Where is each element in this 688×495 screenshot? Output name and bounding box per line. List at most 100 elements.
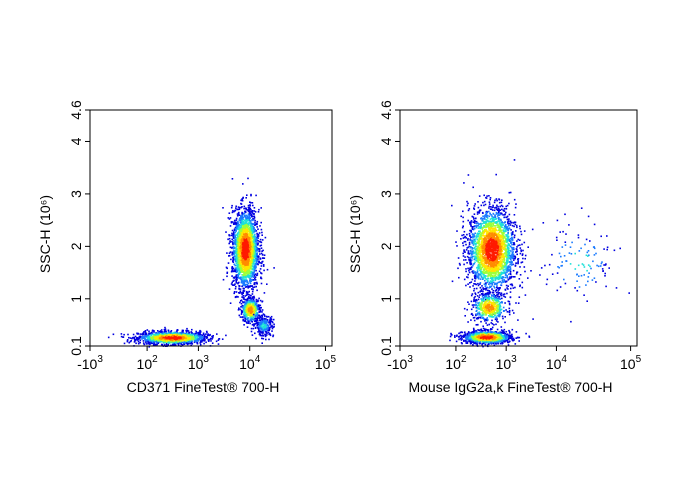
density-dot [253,309,255,311]
density-dot [168,344,170,346]
density-dot [153,344,155,346]
density-dot [258,248,260,250]
density-dot [267,269,269,271]
density-dot [239,252,241,254]
density-dot [236,219,238,221]
density-dot [236,291,238,293]
density-dot [252,334,254,336]
density-dot [232,212,234,214]
density-dot [263,338,265,340]
density-dot [244,216,246,218]
density-dot [259,253,261,255]
density-dot [139,337,141,339]
density-dot [247,298,249,300]
density-dot [210,340,212,342]
density-dot [229,240,231,242]
density-dot [251,251,253,253]
density-dot [262,257,264,259]
density-dot [259,319,261,321]
density-dot [244,211,246,213]
density-dot [254,265,256,267]
density-dot [239,272,241,274]
density-dot [250,256,252,258]
density-dot [240,215,242,217]
density-dot [240,222,242,224]
density-dot [237,243,239,245]
density-dot [230,247,232,249]
density-dot [235,244,237,246]
density-dot [230,302,232,304]
density-dot [188,341,190,343]
density-dot [200,344,202,346]
density-dot [261,242,263,244]
density-dot [187,335,189,337]
density-dot [161,336,163,338]
density-dot [186,342,188,344]
density-dot [241,198,243,200]
x-axis-label: CD371 FineTest® 700-H [127,379,280,395]
density-dot [235,286,237,288]
density-dot [247,237,249,239]
density-dot [212,342,214,344]
density-dot [189,332,191,334]
density-dot [256,301,258,303]
density-dot [243,282,245,284]
density-dot [231,269,233,271]
density-dot [251,331,253,333]
density-dot [235,206,237,208]
density-dot [222,207,224,209]
density-dot [256,258,258,260]
density-dot [249,254,251,256]
density-dot [252,291,254,293]
density-dot [231,239,233,241]
density-dot [241,271,243,273]
density-dot [230,251,232,253]
density-dot [240,316,242,318]
density-dot [255,270,257,272]
density-dot [252,220,254,222]
density-dot [240,258,242,260]
density-dot [159,338,161,340]
density-dot [250,305,252,307]
density-dot [145,330,147,332]
density-dot [247,244,249,246]
density-dot [250,297,252,299]
density-dot [245,309,247,311]
density-dot [248,276,250,278]
density-dot [255,338,257,340]
density-dot [240,247,242,249]
density-dot [261,338,263,340]
density-dot [166,335,168,337]
density-dot [267,325,269,327]
density-dot [506,331,508,333]
density-dot [248,301,250,303]
density-dot [263,335,265,337]
density-dot [191,329,193,331]
density-dot [256,260,258,262]
density-dot [242,245,244,247]
density-dot [254,275,256,277]
density-dot [255,327,257,329]
density-dot [257,228,259,230]
density-dot [132,337,134,339]
density-dot [256,233,258,235]
density-dot [186,328,188,330]
density-dot [240,269,242,271]
y-tick-label: 4.6 [68,100,84,120]
density-dot [247,256,249,258]
density-dot [207,337,209,339]
density-dot [160,341,162,343]
density-dot [204,336,206,338]
density-dot [256,319,258,321]
density-dot [176,341,178,343]
density-dot [198,332,200,334]
y-tick-label: 4 [68,137,84,145]
density-dot [257,236,259,238]
density-dot [244,212,246,214]
density-dot [254,207,256,209]
density-dot [262,254,264,256]
density-dot [262,326,264,328]
density-dot [155,337,157,339]
density-dot [207,334,209,336]
density-dot [256,263,258,265]
